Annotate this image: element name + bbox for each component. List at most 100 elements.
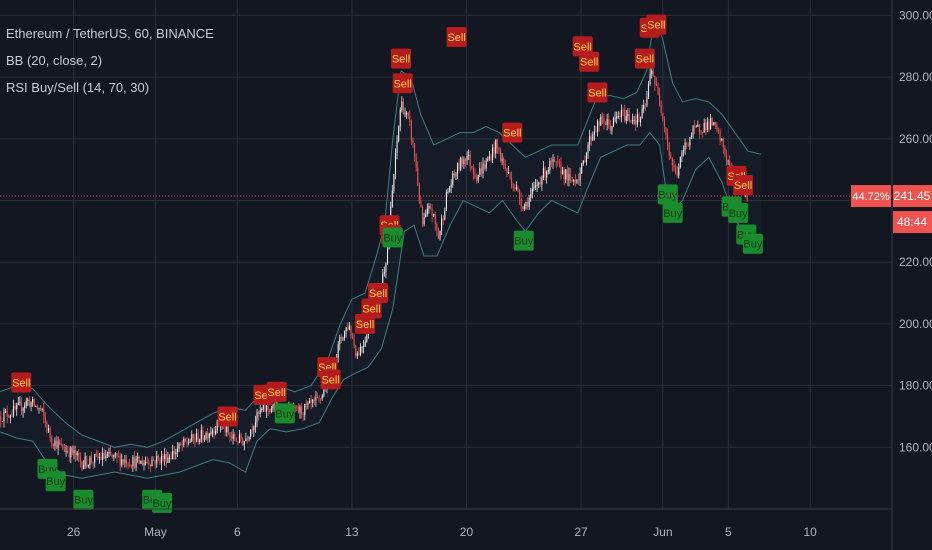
candle-body xyxy=(308,400,311,403)
candle-body xyxy=(660,105,662,113)
sell-signal[interactable]: Sell xyxy=(354,313,375,334)
candle-body xyxy=(361,346,363,348)
candle-body xyxy=(402,101,404,115)
candle-body xyxy=(450,184,452,188)
sell-signal[interactable]: Sell xyxy=(579,51,600,72)
buy-signal[interactable]: Buy xyxy=(45,471,66,492)
candle-body xyxy=(682,150,685,152)
candle-body xyxy=(269,409,271,412)
candle-body xyxy=(116,453,118,457)
sell-signal[interactable]: Sell xyxy=(572,36,593,57)
candle-body xyxy=(614,118,616,120)
candle-body xyxy=(579,173,581,181)
buy-signal-label: Buy xyxy=(46,476,65,488)
candle-body xyxy=(679,156,681,168)
candle-body xyxy=(143,462,145,466)
candle-body xyxy=(601,116,603,119)
candle-body xyxy=(262,404,264,409)
candle-body xyxy=(307,402,309,406)
buy-signal[interactable]: Buy xyxy=(657,184,678,205)
sell-signal-label: Sell xyxy=(321,374,339,386)
candle-body xyxy=(132,457,134,467)
candle-body xyxy=(100,457,102,461)
buy-signal[interactable]: Buy xyxy=(274,403,295,424)
sell-signal[interactable]: Sell xyxy=(634,48,655,69)
candle-body xyxy=(593,131,595,135)
candle-body xyxy=(595,131,597,133)
candle-body xyxy=(267,406,269,410)
sell-signal[interactable]: Sell xyxy=(733,175,754,196)
candle-body xyxy=(343,331,346,339)
buy-signal[interactable]: Buy xyxy=(742,233,763,254)
candle-body xyxy=(511,178,513,187)
candle-body xyxy=(266,406,268,412)
candle-body xyxy=(590,136,592,141)
candle-body xyxy=(203,438,206,440)
candle-body xyxy=(622,110,624,112)
candle-body xyxy=(582,160,584,165)
candle-body xyxy=(665,127,667,135)
buy-signal[interactable]: Buy xyxy=(382,227,403,248)
buy-signal[interactable]: Buy xyxy=(662,202,683,223)
candle-body xyxy=(242,440,244,446)
bb-indicator-label[interactable]: BB (20, close, 2) xyxy=(6,53,103,68)
candle-body xyxy=(546,171,548,178)
candle-body xyxy=(38,407,40,409)
sell-signal-box xyxy=(266,381,287,402)
candle-body xyxy=(366,335,368,342)
sell-signal[interactable]: Sell xyxy=(502,122,523,143)
candle-body xyxy=(711,118,713,126)
candle-body xyxy=(17,403,19,405)
rsi-indicator-label[interactable]: RSI Buy/Sell (14, 70, 30) xyxy=(6,80,150,95)
buy-signal-label: Buy xyxy=(743,239,762,251)
candle-body xyxy=(97,454,99,459)
sell-signal[interactable]: Sell xyxy=(646,14,667,35)
rsi-signals: Sell Sell Sell Sell Sell Sell Sell Sell Sell Sell… xyxy=(11,14,763,513)
candle-body xyxy=(135,458,137,468)
candle-body xyxy=(652,70,654,77)
candle-body xyxy=(386,248,389,264)
sell-signal[interactable]: Sell xyxy=(390,48,411,69)
candle-body xyxy=(562,169,564,175)
bb-lower xyxy=(0,131,762,479)
sell-signal[interactable]: Sell xyxy=(361,298,382,319)
candle-body xyxy=(323,388,325,396)
candle-body xyxy=(305,403,307,406)
candle-body xyxy=(299,406,301,413)
sell-signal[interactable]: Sell xyxy=(446,27,467,48)
sell-signal-label: Sell xyxy=(580,57,598,69)
candle-body xyxy=(717,130,720,132)
candle-body xyxy=(102,452,104,461)
candle-body xyxy=(43,408,45,417)
sell-signal[interactable]: Sell xyxy=(11,372,32,393)
candle-body xyxy=(57,441,59,449)
sell-signal[interactable]: Sell xyxy=(217,406,238,427)
buy-signal[interactable]: Buy xyxy=(513,230,534,251)
candle-body xyxy=(165,454,167,463)
candle-body xyxy=(224,424,226,433)
candle-body xyxy=(646,97,648,106)
time-axis[interactable]: 26 May 6 13 20 27 Jun 5 10 xyxy=(67,525,817,539)
candle-body xyxy=(176,448,179,452)
sell-signal-box xyxy=(572,36,593,57)
buy-signal[interactable]: Buy xyxy=(728,202,749,223)
buy-signal[interactable]: Buy xyxy=(152,492,173,513)
candle-body xyxy=(385,263,387,273)
sell-signal[interactable]: Sell xyxy=(587,82,608,103)
sell-signal[interactable]: Sell xyxy=(368,283,389,304)
sell-signal[interactable]: Sell xyxy=(266,381,287,402)
candle-body xyxy=(32,398,34,403)
price-badges: 44.72% 241.45 48:44 xyxy=(851,185,932,234)
candle-body xyxy=(46,422,48,431)
sell-signal[interactable]: Sell xyxy=(320,369,341,390)
symbol-title[interactable]: Ethereum / TetherUS, 60, BINANCE xyxy=(6,26,214,41)
buy-signal[interactable]: Buy xyxy=(73,489,94,510)
sell-signal-label: Sell xyxy=(573,41,591,53)
candle-body xyxy=(264,404,266,412)
candle-body xyxy=(183,438,185,446)
sell-signal[interactable]: Sell xyxy=(392,73,413,94)
candle-body xyxy=(60,444,62,446)
candle-body xyxy=(455,173,457,176)
candle-body xyxy=(657,85,659,94)
